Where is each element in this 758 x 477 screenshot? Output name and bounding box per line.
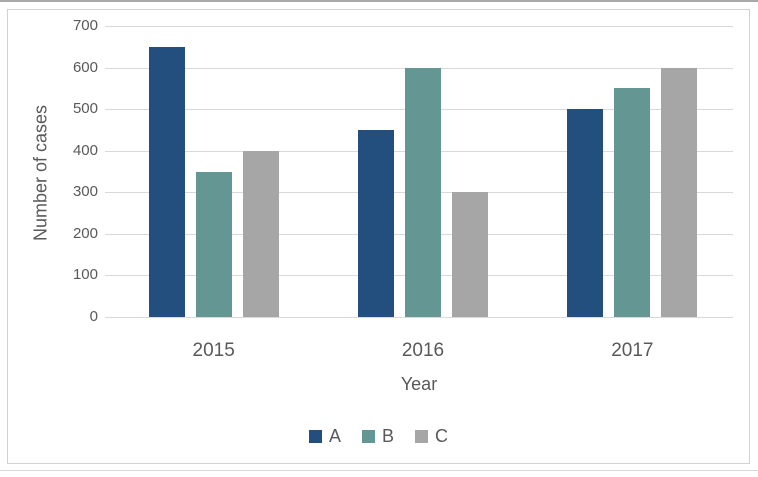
gridline: [105, 317, 733, 318]
sheet-gridline-bottom: [0, 470, 758, 471]
bar-A-2015: [148, 46, 185, 317]
legend-label: B: [382, 426, 395, 446]
legend-label: C: [435, 426, 449, 446]
x-category-label: 2016: [401, 340, 445, 361]
y-tick-label: 200: [72, 224, 98, 242]
legend-label: A: [328, 426, 341, 446]
bar-C-2017: [661, 67, 698, 317]
x-category-label: 2015: [192, 340, 235, 361]
legend-swatch-icon: [362, 430, 375, 443]
legend-swatch-icon: [415, 430, 429, 443]
legend-item-B: B: [362, 426, 395, 446]
y-tick-label: 0: [89, 308, 98, 325]
legend-item-C: C: [415, 426, 449, 446]
y-tick-label: 100: [72, 266, 98, 284]
gridline: [105, 26, 733, 27]
bar-B-2015: [195, 171, 232, 317]
legend-swatch-icon: [308, 430, 322, 443]
sheet-gridline-top: [0, 0, 758, 2]
legend: A B C: [8, 426, 749, 446]
bar-C-2015: [242, 150, 279, 317]
y-tick-label: 700: [72, 17, 98, 34]
x-axis-title: Year: [400, 374, 438, 394]
y-tick-label: 600: [72, 58, 98, 76]
x-category-label: 2017: [611, 340, 654, 361]
plot-area: [105, 26, 733, 318]
bar-A-2016: [358, 129, 394, 317]
y-tick-label: 300: [72, 183, 98, 201]
legend-item-A: A: [308, 426, 341, 446]
chart-area: Number of cases 0 100 200 300 400 500 600 700 2…: [7, 9, 750, 464]
bar-B-2016: [405, 67, 441, 317]
bar-A-2017: [567, 109, 604, 317]
y-tick-label: 400: [72, 141, 98, 159]
bar-C-2016: [452, 192, 488, 317]
y-tick-label: 500: [72, 100, 98, 118]
bar-B-2017: [614, 88, 651, 317]
